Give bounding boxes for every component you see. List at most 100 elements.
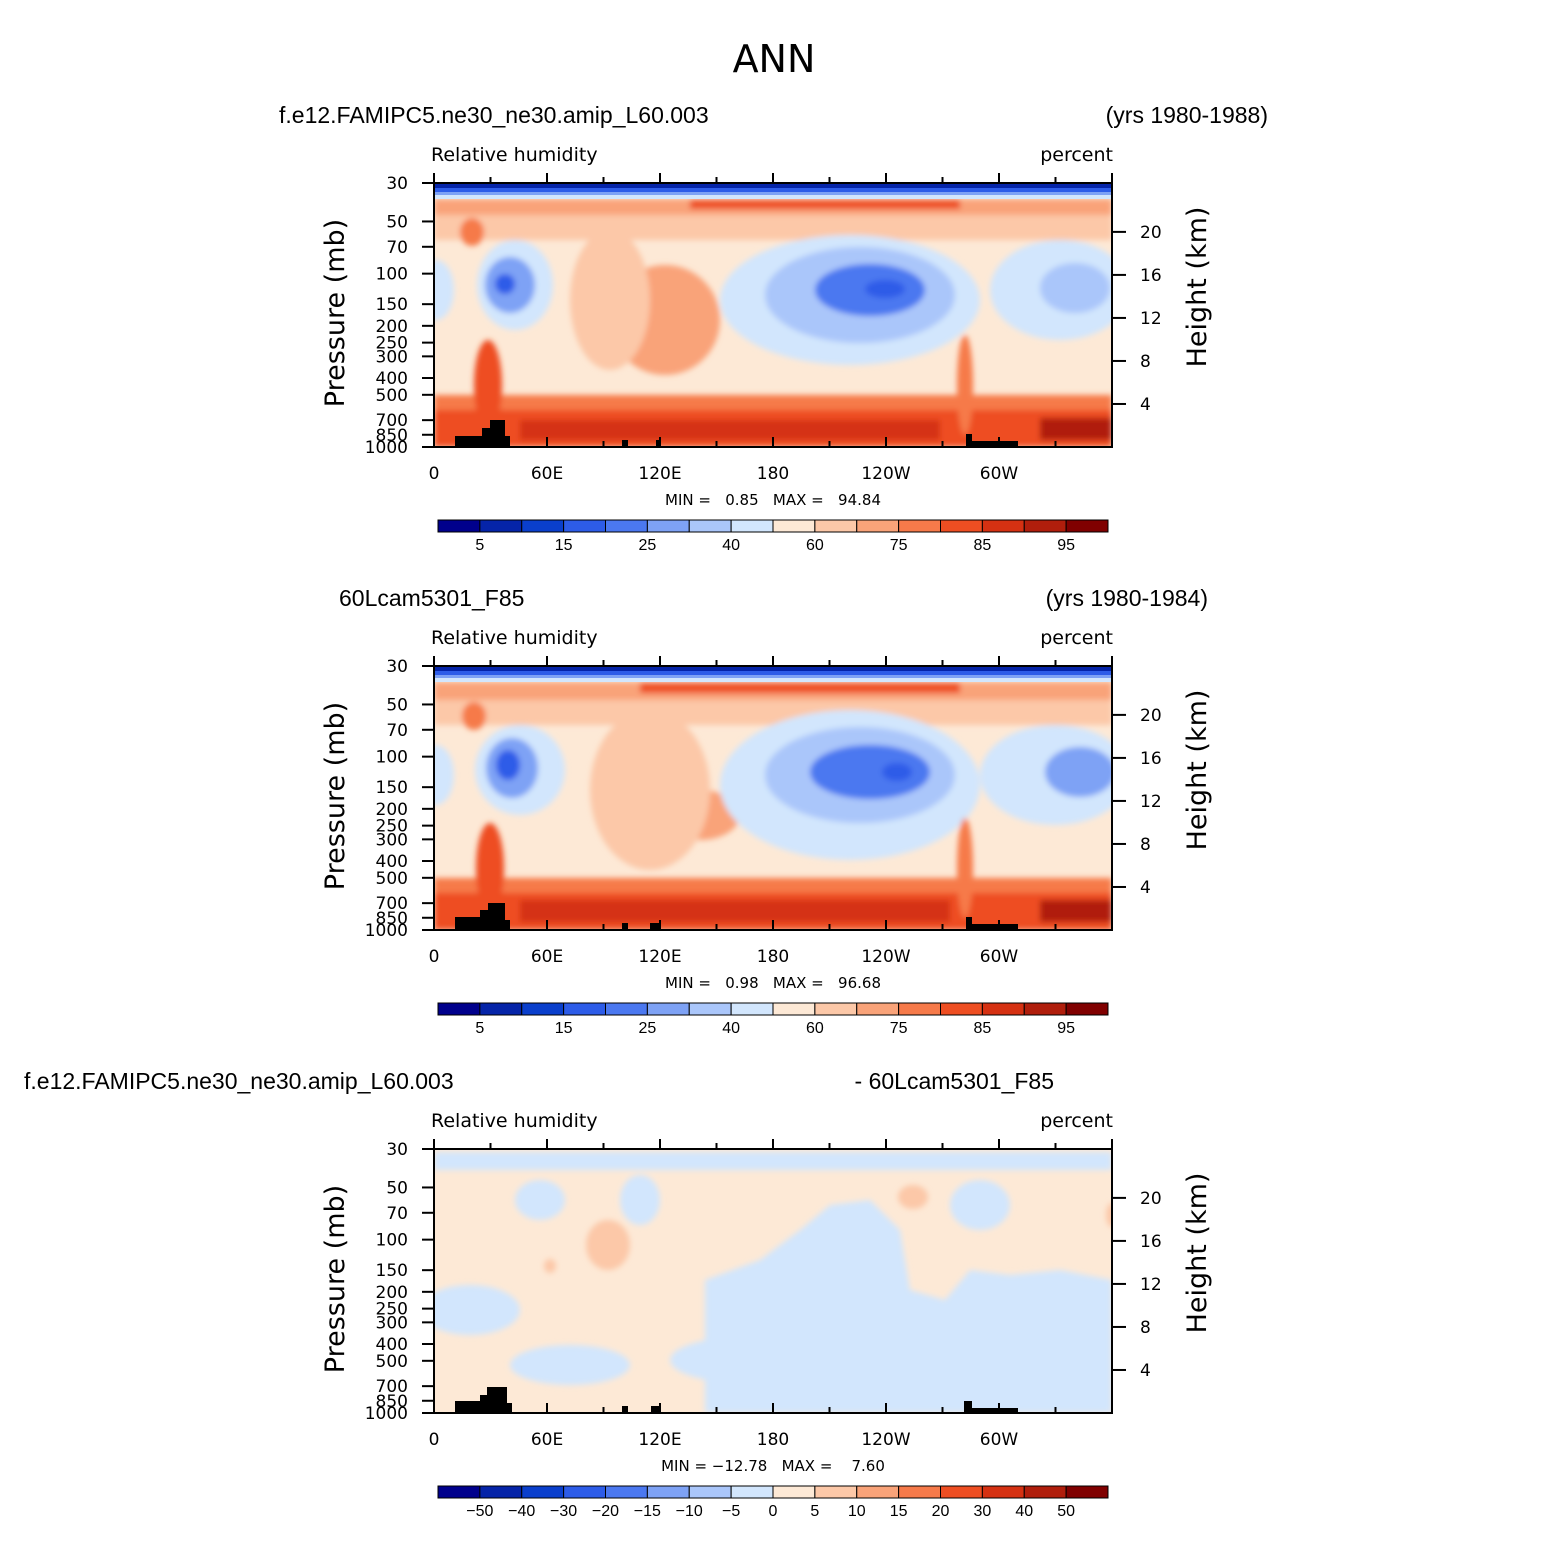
colorbar-label: 15: [555, 1020, 573, 1037]
y-right-tick-label: 8: [1140, 1318, 1151, 1338]
colorbar-label: 95: [1057, 537, 1075, 554]
colorbar-swatch: [646, 1002, 690, 1016]
panel-3-field-positive-3: [544, 1259, 556, 1273]
colorbar-label: −50: [466, 1503, 493, 1520]
x-tick-label: 60E: [531, 1430, 563, 1450]
y-tick-label: 250: [376, 1300, 408, 1320]
colorbar-label: −5: [722, 1503, 740, 1520]
y-tick-label: 500: [376, 1352, 408, 1372]
colorbar-label: 5: [475, 1020, 484, 1037]
colorbar-swatch: [898, 1485, 941, 1499]
panel-3-topography: [455, 1387, 1018, 1413]
panel-2-field-dry-west-edge: [434, 745, 454, 805]
y-axis-label: Pressure (mb): [320, 1185, 351, 1373]
panel-2-field-dry-atlantic-inner: [1045, 747, 1112, 797]
x-tick-label: 180: [757, 947, 789, 967]
colorbar-swatch: [479, 519, 523, 533]
panel-3-field-upper-negative-2: [620, 1175, 660, 1225]
colorbar-swatch: [940, 1485, 983, 1499]
colorbar-label: 85: [973, 1020, 991, 1037]
y-right-tick-label: 20: [1140, 706, 1162, 726]
panel-2-title-right: (yrs 1980-1984): [1046, 585, 1208, 611]
x-tick-label: 120E: [638, 464, 681, 484]
panel-1-subtitle-left: Relative humidity: [431, 144, 598, 166]
y-right-tick-label: 20: [1140, 223, 1162, 243]
panel-1-field-strat-2: [434, 188, 1112, 192]
colorbar-swatch: [940, 1002, 983, 1016]
y-tick-label: 200: [376, 1283, 408, 1303]
y-tick-label: 150: [376, 295, 408, 315]
panel-1-field-tropics-light: [570, 230, 650, 370]
panel-2-field-band-tropopause-strong: [640, 683, 960, 693]
panel-2-plot-area: [434, 666, 1112, 930]
y-right-tick-label: 8: [1140, 352, 1151, 372]
panel-2-field-plume-africa: [476, 823, 504, 913]
y-tick-label: 30: [386, 657, 408, 677]
colorbar-swatch: [1065, 519, 1109, 533]
panel-1-subtitle-right: percent: [1040, 144, 1113, 166]
y-right-tick-label: 4: [1140, 395, 1151, 415]
y-tick-label: 850: [376, 1392, 408, 1412]
y-right-tick-label: 8: [1140, 835, 1151, 855]
colorbar-swatch: [1065, 1002, 1109, 1016]
colorbar-swatch: [856, 1002, 900, 1016]
y-tick-label: 850: [376, 909, 408, 929]
y-right-tick-label: 12: [1140, 792, 1162, 812]
colorbar-swatch: [1023, 519, 1067, 533]
y-tick-label: 200: [376, 800, 408, 820]
colorbar-swatch: [856, 1485, 900, 1499]
panel-3-field-west-negative: [434, 1285, 520, 1335]
colorbar-swatch: [521, 519, 565, 533]
panel-3-field-upper-negative-1: [515, 1180, 565, 1220]
colorbar-label: 60: [806, 1020, 824, 1037]
colorbar-swatch: [479, 1002, 523, 1016]
colorbar-swatch: [898, 1002, 941, 1016]
x-tick-label: 0: [429, 1430, 440, 1450]
panel-2-field-blob-upper-africa: [462, 702, 486, 730]
panel-1-field-band-tropopause-strong: [690, 200, 960, 209]
panel-3: f.e12.FAMIPC5.ne30_ne30.amip_L60.003 - 6…: [24, 1068, 1213, 1520]
colorbar-swatch: [730, 1002, 774, 1016]
y-tick-label: 700: [376, 1377, 408, 1397]
x-tick-label: 120W: [861, 1430, 910, 1450]
panel-3-colorbar: −50 −40 −30 −20 −15 −10 −5 0 5 10 15 20 30 40 50: [437, 1485, 1109, 1520]
y-tick-label: 30: [386, 174, 408, 194]
y-tick-label: 70: [386, 238, 408, 258]
y-right-axis-label: Height (km): [1182, 690, 1213, 851]
y-tick-label: 70: [386, 1204, 408, 1224]
colorbar-swatch: [646, 1485, 690, 1499]
panel-1-stats: MIN = 0.85 MAX = 94.84: [665, 491, 881, 509]
x-tick-label: 60E: [531, 947, 563, 967]
panel-3-title-left: f.e12.FAMIPC5.ne30_ne30.amip_L60.003: [24, 1068, 454, 1094]
y-tick-label: 300: [376, 347, 408, 367]
colorbar-label: 40: [722, 537, 740, 554]
colorbar-label: 40: [722, 1020, 740, 1037]
panel-2-subtitle-left: Relative humidity: [431, 627, 598, 649]
colorbar-label: 5: [810, 1503, 819, 1520]
colorbar-label: 20: [932, 1503, 950, 1520]
panel-1-title-left: f.e12.FAMIPC5.ne30_ne30.amip_L60.003: [279, 102, 709, 128]
panel-1-colorbar: 5 15 25 40 60 75 85 95: [437, 519, 1109, 554]
panel-2-field-dry-pacific-core: [882, 763, 912, 781]
panel-1: f.e12.FAMIPC5.ne30_ne30.amip_L60.003 (yr…: [279, 102, 1268, 554]
y-tick-label: 70: [386, 721, 408, 741]
x-tick-label: 120W: [861, 464, 910, 484]
x-tick-label: 180: [757, 1430, 789, 1450]
panel-2-colorbar: 5 15 25 40 60 75 85 95: [437, 1002, 1109, 1037]
y-tick-label: 500: [376, 386, 408, 406]
y-tick-label: 1000: [365, 921, 408, 941]
y-tick-label: 400: [376, 852, 408, 872]
panel-2: 60Lcam5301_F85 (yrs 1980-1984) Relative …: [320, 585, 1213, 1037]
colorbar-swatch: [981, 1485, 1025, 1499]
panel-1-field-strat-4: [434, 195, 1112, 199]
x-tick-label: 180: [757, 464, 789, 484]
colorbar-label: −40: [508, 1503, 535, 1520]
panel-1-field-dry-west-edge: [434, 260, 454, 320]
colorbar-swatch: [688, 1485, 732, 1499]
panel-2-field-strat-1: [434, 666, 1112, 671]
colorbar-swatch: [981, 1002, 1025, 1016]
x-tick-label: 60W: [980, 464, 1019, 484]
y-right-tick-label: 20: [1140, 1189, 1162, 1209]
colorbar-swatch: [563, 1485, 606, 1499]
